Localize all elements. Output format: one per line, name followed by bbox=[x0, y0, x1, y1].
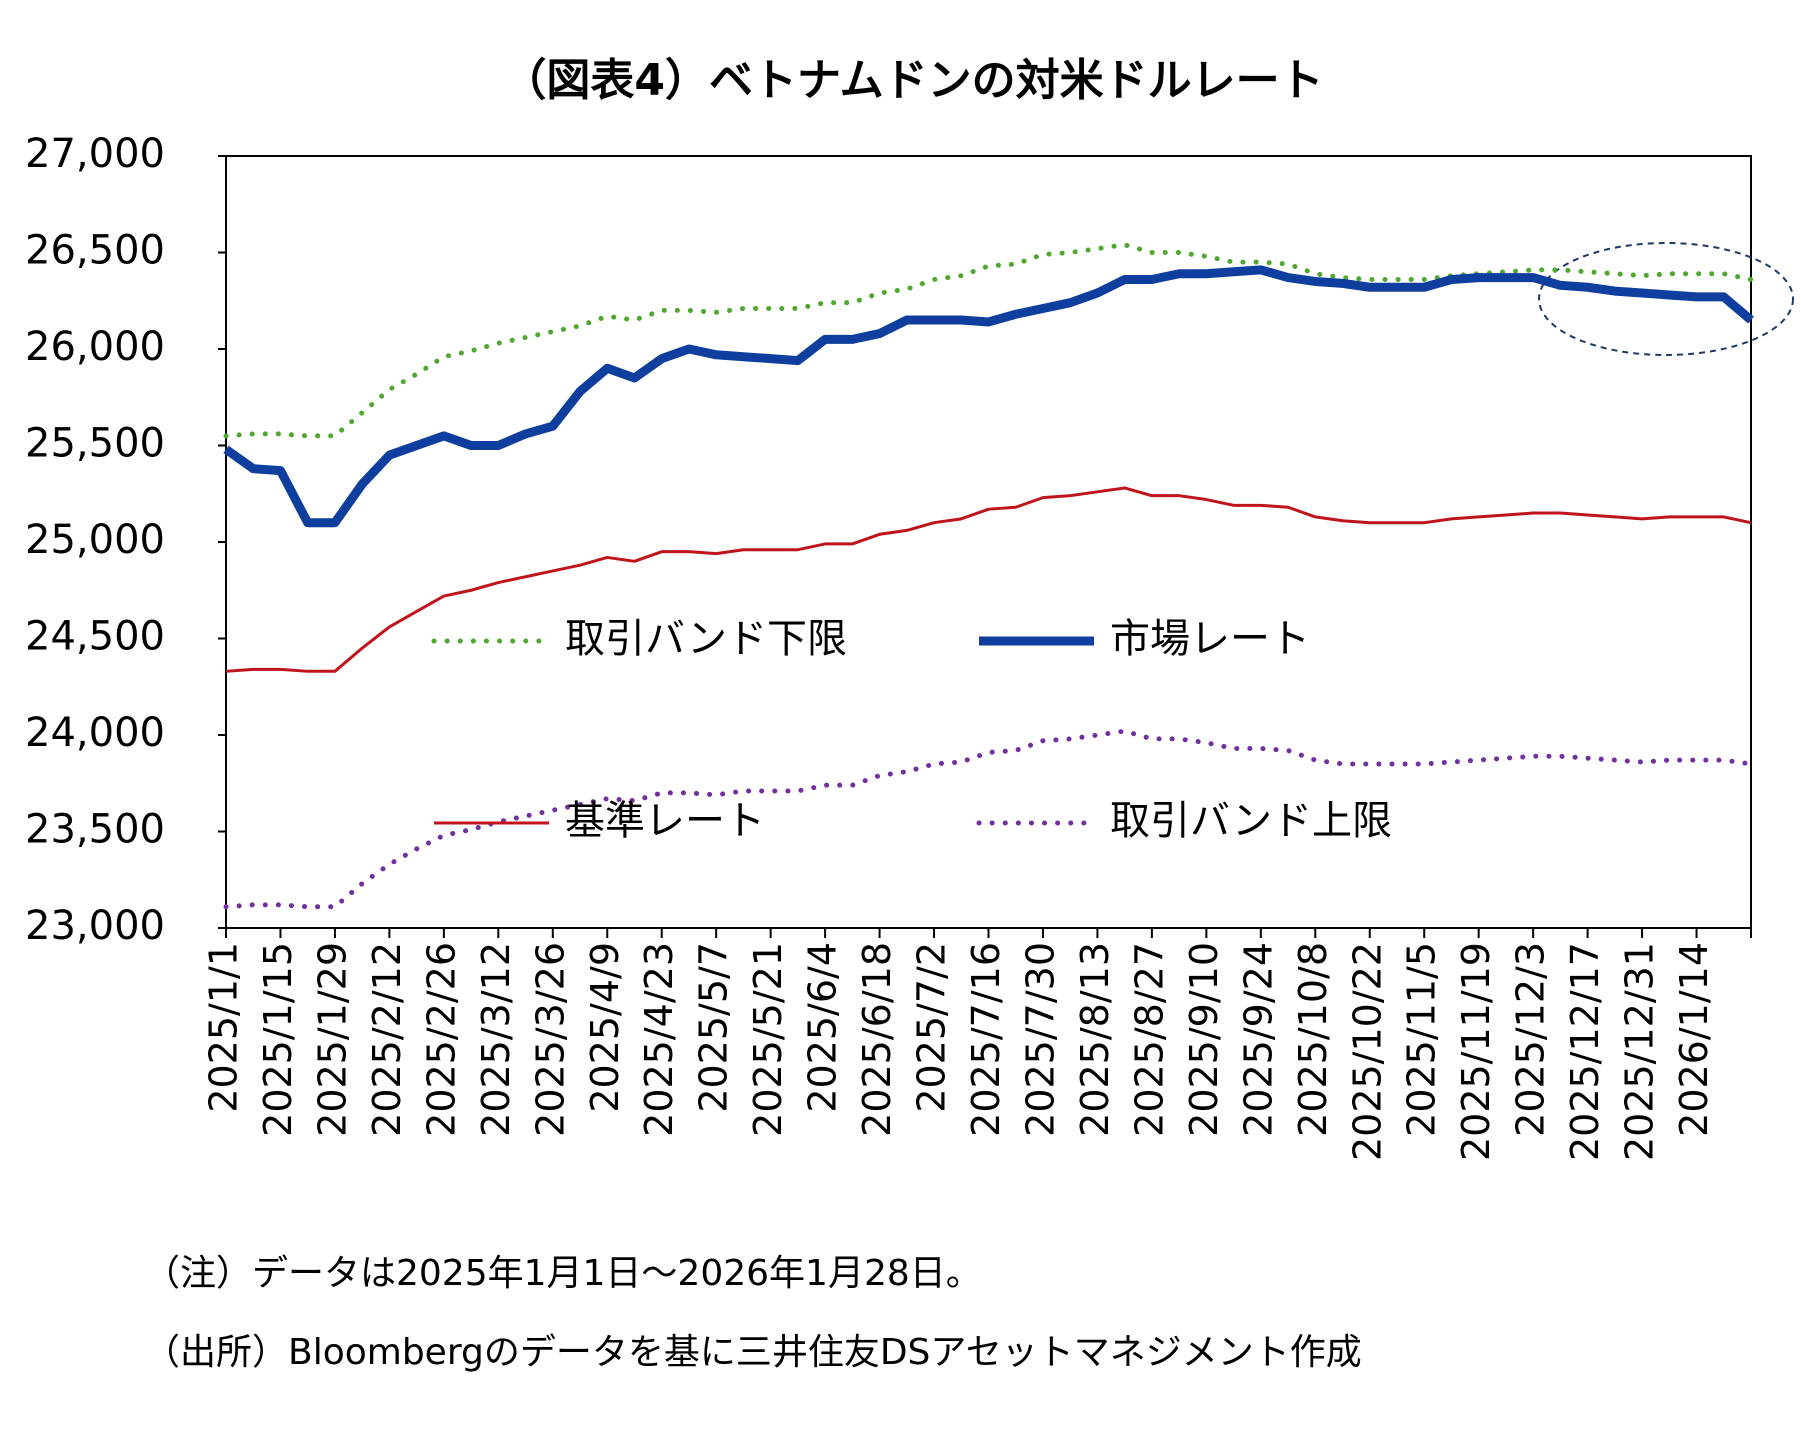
x-tick-label: 2025/4/9 bbox=[583, 942, 627, 1113]
y-tick-label: 26,000 bbox=[25, 324, 165, 370]
y-tick-label: 23,500 bbox=[25, 807, 165, 853]
x-tick-label: 2025/8/13 bbox=[1073, 942, 1117, 1137]
x-tick-label: 2025/6/18 bbox=[855, 942, 899, 1137]
highlight-ellipse bbox=[1538, 242, 1794, 356]
note: （注）データは2025年1月1日～2026年1月28日。 bbox=[144, 1253, 982, 1294]
x-tick-label: 2025/12/17 bbox=[1563, 942, 1607, 1161]
x-tick-label: 2025/5/7 bbox=[692, 942, 736, 1113]
x-tick-label: 2025/7/16 bbox=[964, 942, 1008, 1137]
x-tick-label: 2025/9/24 bbox=[1236, 942, 1280, 1137]
y-tick-label: 24,000 bbox=[25, 710, 165, 756]
legend-label: 市場レート bbox=[1110, 616, 1310, 662]
series-line bbox=[225, 486, 1752, 673]
x-tick-label: 2025/3/12 bbox=[474, 942, 518, 1137]
x-tick-label: 2025/7/2 bbox=[910, 942, 954, 1113]
x-tick-label: 2025/4/23 bbox=[637, 942, 681, 1137]
x-tick-label: 2025/5/21 bbox=[746, 942, 790, 1137]
plot-frame bbox=[225, 155, 1752, 929]
y-tick-label: 25,000 bbox=[25, 517, 165, 563]
source: （出所）Bloombergのデータを基に三井住友DSアセットマネジメント作成 bbox=[144, 1332, 1362, 1373]
legend-label: 取引バンド上限 bbox=[1110, 798, 1392, 844]
series-line bbox=[223, 728, 1754, 910]
x-tick-label: 2025/10/22 bbox=[1345, 942, 1389, 1161]
y-tick-label: 27,000 bbox=[25, 131, 165, 177]
x-tick-label: 2025/10/8 bbox=[1291, 942, 1335, 1137]
x-tick-label: 2025/1/1 bbox=[202, 942, 246, 1113]
chart-title: （図表4）ベトナムドンの対米ドルレート bbox=[502, 55, 1323, 106]
legend-label: 基準レート bbox=[565, 798, 765, 844]
x-tick-label: 2025/1/29 bbox=[310, 942, 354, 1137]
x-tick-label: 2025/3/26 bbox=[528, 942, 572, 1137]
x-tick-label: 2025/8/27 bbox=[1127, 942, 1171, 1137]
x-tick-label: 2025/11/19 bbox=[1454, 942, 1498, 1161]
x-tick-label: 2025/9/10 bbox=[1182, 942, 1226, 1137]
y-tick-label: 23,000 bbox=[25, 903, 165, 949]
x-tick-label: 2025/6/4 bbox=[801, 942, 845, 1113]
y-tick-label: 26,500 bbox=[25, 228, 165, 274]
x-tick-label: 2025/12/31 bbox=[1618, 942, 1662, 1161]
x-tick-label: 2025/2/26 bbox=[419, 942, 463, 1137]
x-tick-label: 2026/1/14 bbox=[1672, 942, 1716, 1137]
x-tick-label: 2025/2/12 bbox=[365, 942, 409, 1137]
x-tick-label: 2025/11/5 bbox=[1400, 942, 1444, 1137]
x-tick-label: 2025/7/30 bbox=[1018, 942, 1062, 1137]
x-tick-label: 2025/12/3 bbox=[1509, 942, 1553, 1137]
legend-label: 取引バンド下限 bbox=[565, 616, 847, 662]
series-line bbox=[223, 265, 1754, 528]
y-tick-label: 24,500 bbox=[25, 614, 165, 660]
y-tick-label: 25,500 bbox=[25, 421, 165, 467]
x-tick-label: 2025/1/15 bbox=[256, 942, 300, 1137]
